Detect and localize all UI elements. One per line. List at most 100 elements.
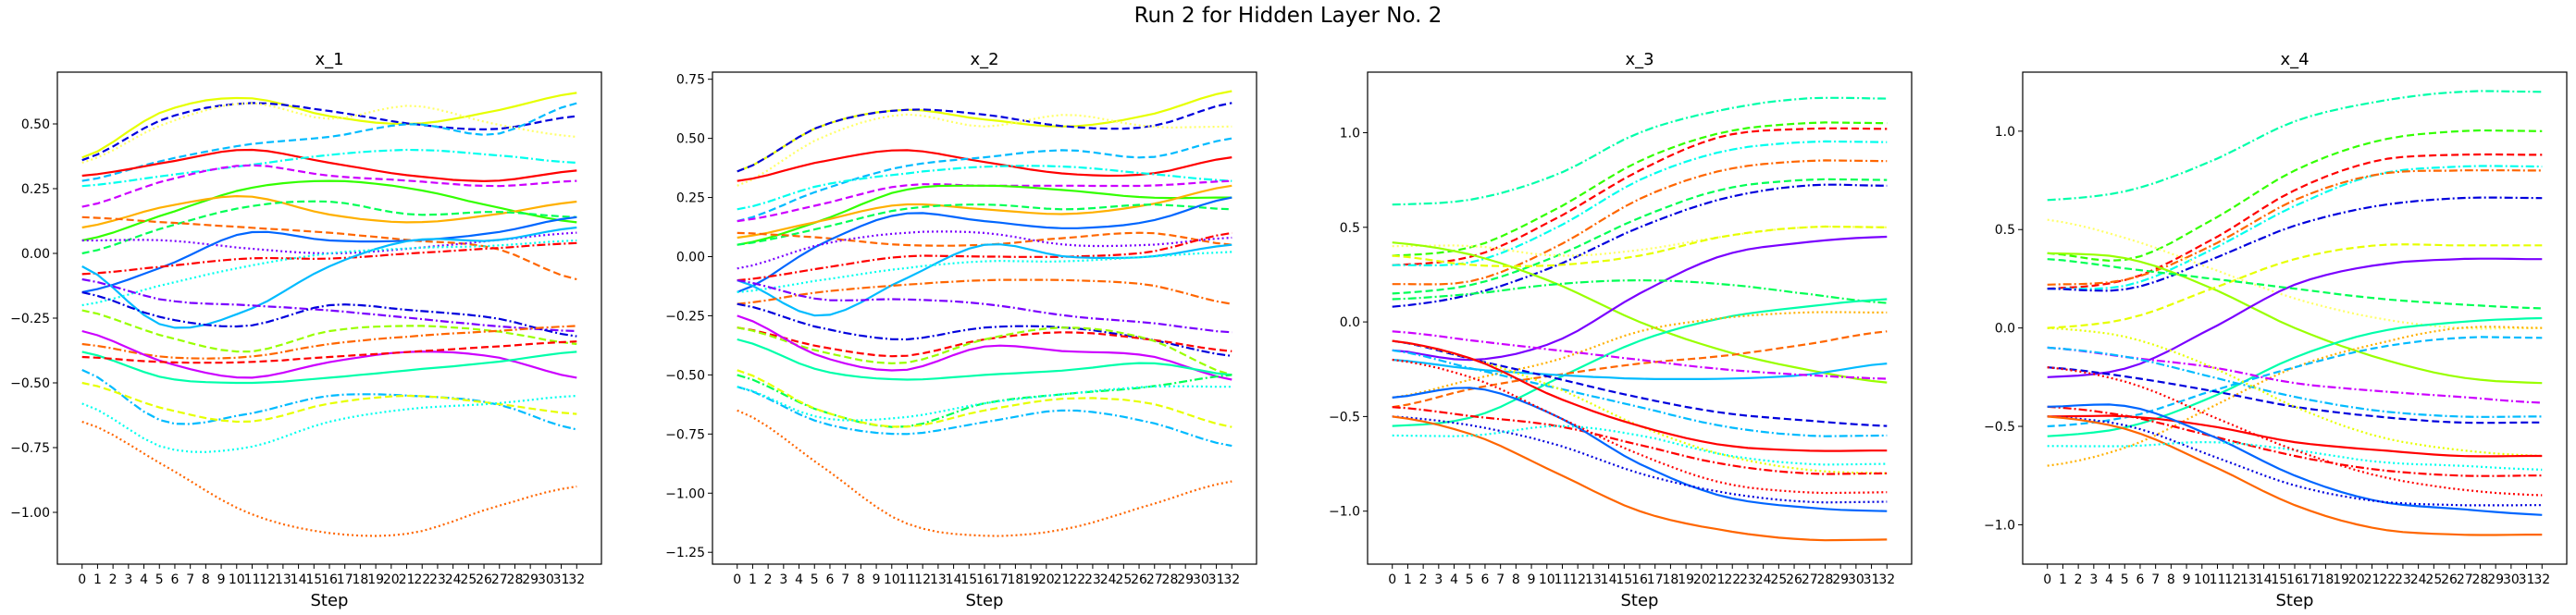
x-tick-label: 4 bbox=[1450, 572, 1458, 587]
x-tick-label: 23 bbox=[2395, 572, 2411, 587]
x-tick-label: 24 bbox=[445, 572, 462, 587]
x-tick-label: 2 bbox=[764, 572, 773, 587]
series-line-12 bbox=[1392, 278, 1888, 304]
x-tick-label: 31 bbox=[553, 572, 570, 587]
subplot-x2: x_20 1 2 3 4 5 6 7 8 9 101112131415161718192021222… bbox=[665, 50, 1257, 610]
series-line-18 bbox=[81, 290, 577, 338]
x-tick-label: 14 bbox=[2256, 572, 2273, 587]
x-tick-label: 24 bbox=[1755, 572, 1772, 587]
series-line-24 bbox=[1392, 415, 1888, 504]
series-line-24 bbox=[81, 369, 577, 431]
series-line-4 bbox=[2047, 165, 2543, 290]
x-tick-label: 10 bbox=[884, 572, 900, 587]
series-line-19 bbox=[1392, 349, 1888, 437]
x-tick-label: 8 bbox=[2167, 572, 2175, 587]
x-tick-label: 28 bbox=[507, 572, 524, 587]
series-line-28 bbox=[737, 409, 1232, 537]
y-tick-label: −1.0 bbox=[1329, 505, 1360, 520]
x-tick-label: 16 bbox=[321, 572, 338, 587]
x-tick-label: 19 bbox=[367, 572, 384, 587]
series-line-20 bbox=[2047, 405, 2543, 477]
series-line-18 bbox=[2047, 326, 2543, 458]
x-tick-label: 29 bbox=[1832, 572, 1849, 587]
x-tick-label: 14 bbox=[1601, 572, 1617, 587]
x-tick-label: 3 bbox=[1434, 572, 1443, 587]
x-tick-label: 21 bbox=[1054, 572, 1071, 587]
y-tick-label: 0.5 bbox=[1340, 221, 1360, 236]
series-line-16 bbox=[737, 251, 1232, 293]
x-tick-label: 4 bbox=[2105, 572, 2113, 587]
x-tick-label: 16 bbox=[976, 572, 993, 587]
x-tick-label: 22 bbox=[1724, 572, 1740, 587]
y-tick-label: 0.0 bbox=[1340, 315, 1360, 330]
y-tick-label: −0.25 bbox=[10, 312, 50, 326]
y-tick-label: −0.5 bbox=[1329, 410, 1360, 424]
x-tick-label: 28 bbox=[1162, 572, 1179, 587]
x-tick-label: 7 bbox=[1496, 572, 1505, 587]
x-tick-label: 11 bbox=[244, 572, 261, 587]
x-tick-label: 8 bbox=[1512, 572, 1520, 587]
series-line-4 bbox=[81, 102, 577, 182]
series-line-21 bbox=[737, 326, 1232, 376]
series-line-14 bbox=[1392, 311, 1888, 399]
series-line-10 bbox=[737, 203, 1232, 246]
series-line-6 bbox=[1392, 178, 1888, 295]
x-tick-label: 5 bbox=[2121, 572, 2129, 587]
subplot-x1: x_10 1 2 3 4 5 6 7 8 9 101112131415161718192021222… bbox=[10, 50, 602, 610]
series-line-5 bbox=[1392, 159, 1888, 286]
y-tick-label: 0.25 bbox=[676, 191, 705, 206]
series-line-15 bbox=[737, 243, 1232, 317]
series-line-14 bbox=[81, 241, 577, 276]
series-line-26 bbox=[81, 394, 577, 453]
x-tick-label: 9 bbox=[2183, 572, 2191, 587]
x-tick-label: 2 bbox=[2074, 572, 2083, 587]
series-line-16 bbox=[2047, 366, 2543, 424]
x-tick-label: 6 bbox=[2136, 572, 2144, 587]
series-line-27 bbox=[1392, 358, 1888, 495]
x-tick-label: 29 bbox=[2487, 572, 2504, 587]
series-line-1 bbox=[81, 92, 577, 159]
x-tick-label: 12 bbox=[914, 572, 931, 587]
series-line-21 bbox=[1392, 339, 1888, 452]
x-tick-label: 11 bbox=[2210, 572, 2226, 587]
series-line-3 bbox=[2047, 153, 2543, 290]
x-tick-label: 18 bbox=[1007, 572, 1023, 587]
x-tick-label: 17 bbox=[992, 572, 1009, 587]
y-tick-label: −1.00 bbox=[10, 506, 50, 521]
x-tick-label: 1 bbox=[1404, 572, 1412, 587]
series-line-6 bbox=[2047, 196, 2543, 292]
x-tick-label: 9 bbox=[1528, 572, 1536, 587]
subplot-title: x_1 bbox=[315, 50, 343, 69]
x-tick-label: 3 bbox=[2089, 572, 2098, 587]
series-line-8 bbox=[737, 184, 1232, 246]
x-tick-label: 25 bbox=[460, 572, 477, 587]
x-tick-label: 1 bbox=[749, 572, 757, 587]
x-tick-label: 16 bbox=[1631, 572, 1648, 587]
x-tick-label: 16 bbox=[2286, 572, 2303, 587]
x-tick-label: 25 bbox=[1115, 572, 1132, 587]
series-line-19 bbox=[81, 309, 577, 353]
series-line-7 bbox=[2047, 218, 2543, 330]
x-axis-label: Step bbox=[311, 591, 349, 610]
series-line-5 bbox=[737, 137, 1232, 223]
x-tick-label: 1 bbox=[2059, 572, 2067, 587]
x-tick-label: 22 bbox=[2379, 572, 2396, 587]
x-tick-label: 13 bbox=[1585, 572, 1602, 587]
x-tick-label: 9 bbox=[873, 572, 881, 587]
x-tick-label: 12 bbox=[2224, 572, 2241, 587]
x-tick-label: 8 bbox=[857, 572, 865, 587]
x-tick-label: 11 bbox=[899, 572, 916, 587]
y-tick-label: 0.75 bbox=[676, 73, 705, 88]
series-line-23 bbox=[81, 340, 577, 364]
series-line-7 bbox=[81, 164, 577, 208]
x-tick-label: 4 bbox=[795, 572, 803, 587]
x-tick-label: 20 bbox=[2348, 572, 2365, 587]
x-tick-label: 21 bbox=[399, 572, 415, 587]
x-tick-label: 25 bbox=[1770, 572, 1787, 587]
x-tick-label: 14 bbox=[946, 572, 962, 587]
series-line-15 bbox=[81, 226, 577, 329]
series-line-22 bbox=[1392, 406, 1888, 475]
series-line-2 bbox=[1392, 121, 1888, 257]
x-tick-label: 2 bbox=[1419, 572, 1428, 587]
series-line-23 bbox=[737, 338, 1232, 381]
